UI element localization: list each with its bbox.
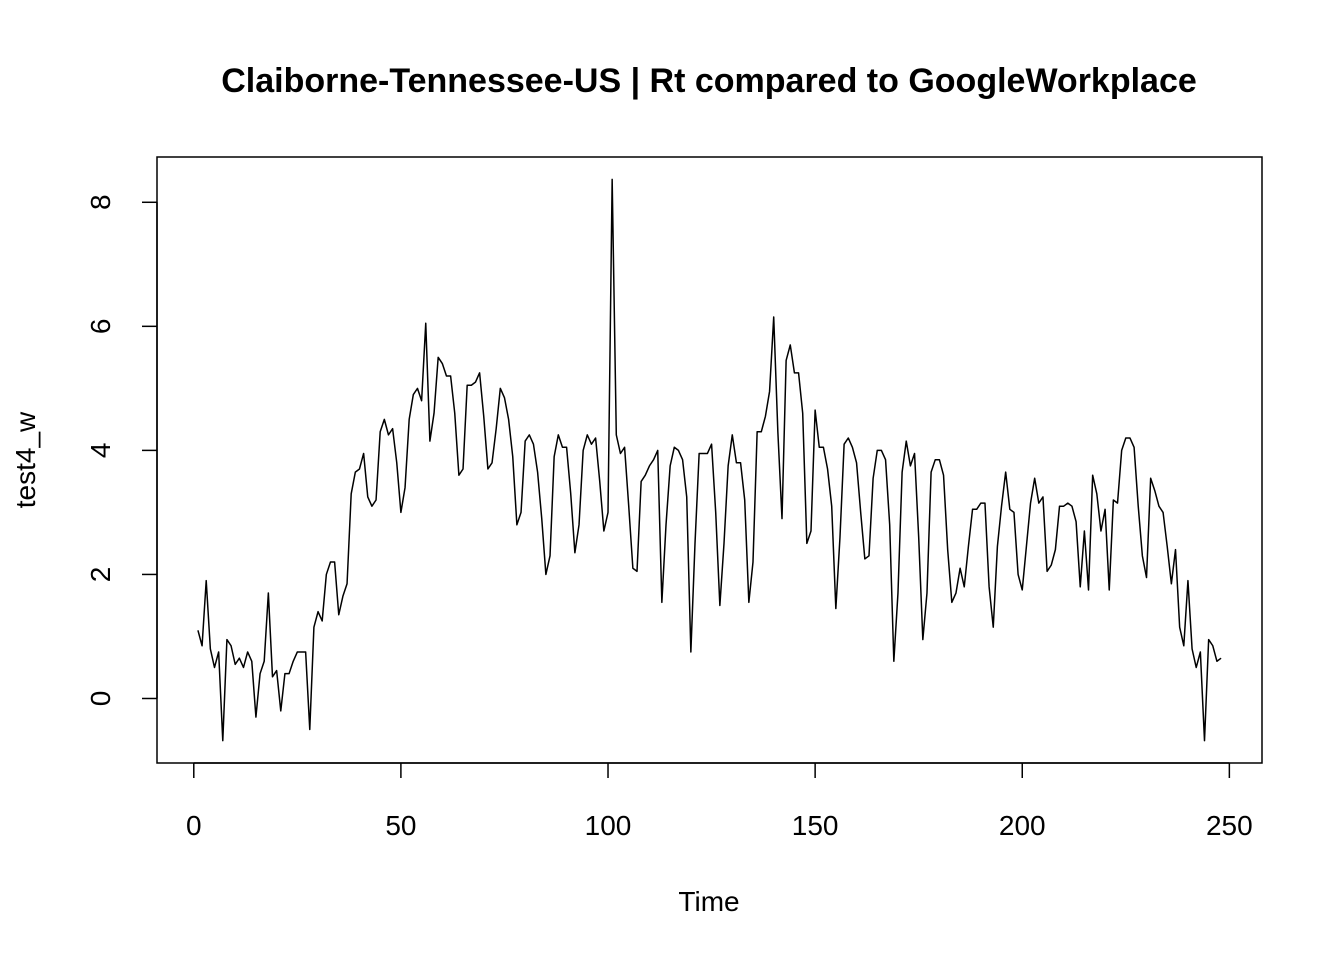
data-line bbox=[197, 178, 1222, 742]
x-tick-label: 250 bbox=[1206, 810, 1253, 841]
x-axis-label: Time bbox=[678, 886, 739, 917]
x-tick-label: 200 bbox=[999, 810, 1046, 841]
y-tick-label: 0 bbox=[85, 691, 116, 707]
y-tick-label: 4 bbox=[85, 443, 116, 459]
x-tick-label: 150 bbox=[792, 810, 839, 841]
y-axis-label: test4_w bbox=[10, 411, 41, 508]
chart-title: Claiborne-Tennessee-US | Rt compared to … bbox=[221, 62, 1197, 100]
x-tick-label: 100 bbox=[585, 810, 632, 841]
x-tick-label: 50 bbox=[385, 810, 416, 841]
y-tick-label: 6 bbox=[85, 319, 116, 335]
x-tick-label: 0 bbox=[186, 810, 202, 841]
y-tick-label: 8 bbox=[85, 194, 116, 210]
y-tick-label: 2 bbox=[85, 567, 116, 583]
